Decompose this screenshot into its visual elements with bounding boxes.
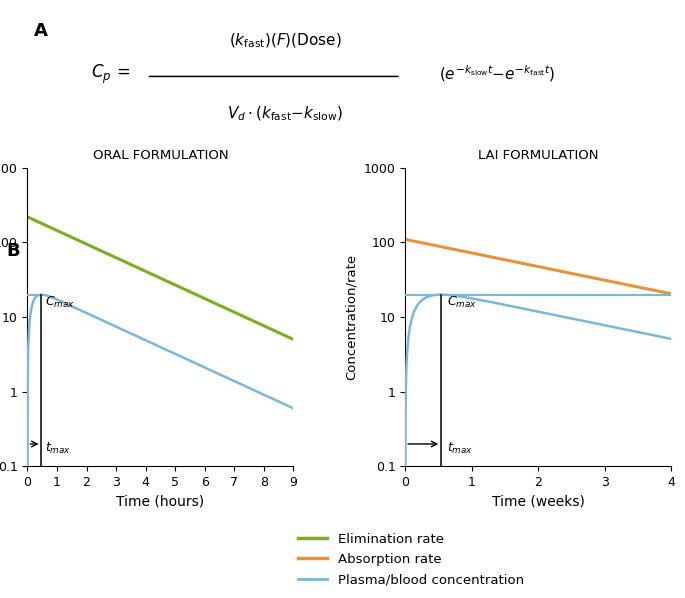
Text: $t_{max}$: $t_{max}$ <box>45 441 71 456</box>
Text: $(k_{\rm fast})(F)({\rm Dose})$: $(k_{\rm fast})(F)({\rm Dose})$ <box>229 31 341 50</box>
X-axis label: Time (weeks): Time (weeks) <box>492 495 585 509</box>
Text: B: B <box>7 242 21 260</box>
Legend: Elimination rate, Absorption rate, Plasma/blood concentration: Elimination rate, Absorption rate, Plasm… <box>293 527 529 591</box>
Text: $C_p\,=$: $C_p\,=$ <box>91 62 130 86</box>
Text: A: A <box>34 22 48 39</box>
Text: $V_d\cdot(k_{\rm fast}{-}k_{\rm slow})$: $V_d\cdot(k_{\rm fast}{-}k_{\rm slow})$ <box>227 105 343 123</box>
Text: $C_{max}$: $C_{max}$ <box>447 295 476 310</box>
Title: ORAL FORMULATION: ORAL FORMULATION <box>92 150 228 163</box>
Y-axis label: Concentration/rate: Concentration/rate <box>345 254 358 380</box>
Text: $(e^{-k_{\rm slow}t}{-}e^{-k_{\rm fast}t})$: $(e^{-k_{\rm slow}t}{-}e^{-k_{\rm fast}t… <box>439 63 556 84</box>
Title: LAI FORMULATION: LAI FORMULATION <box>478 150 599 163</box>
Text: $C_{max}$: $C_{max}$ <box>45 295 75 310</box>
X-axis label: Time (hours): Time (hours) <box>116 495 205 509</box>
Text: $t_{max}$: $t_{max}$ <box>447 441 473 456</box>
